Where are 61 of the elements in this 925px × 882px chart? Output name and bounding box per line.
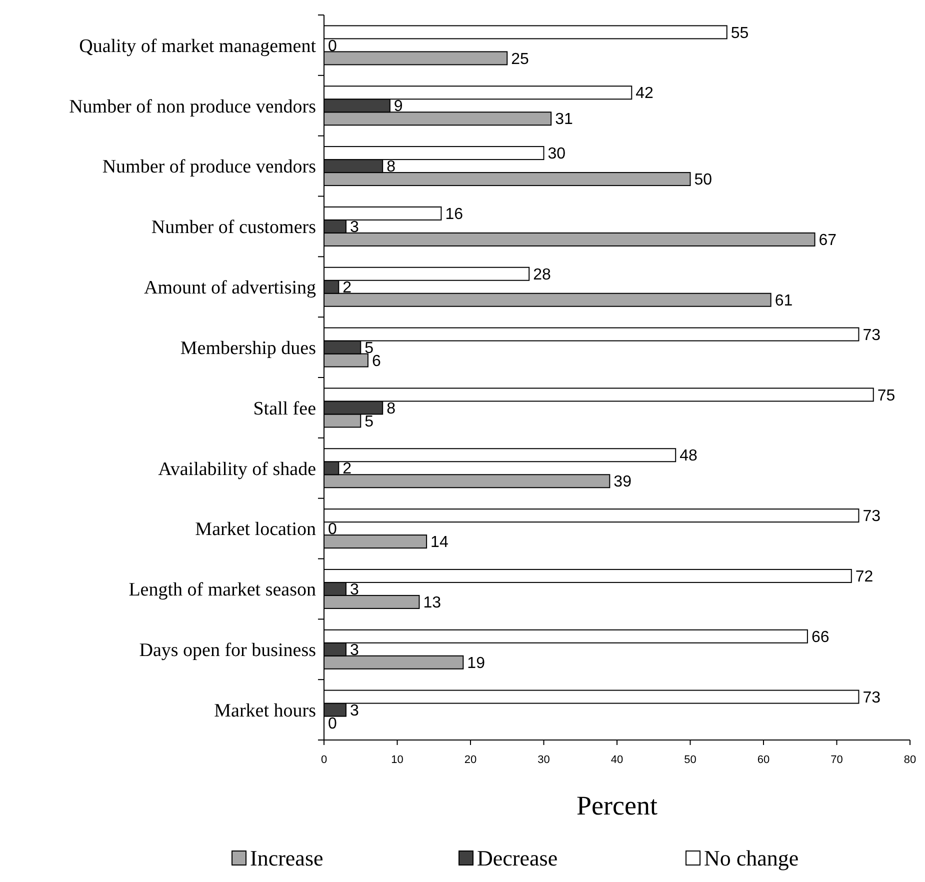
x-tick-label: 0 [320,754,328,766]
x-tick-label: 80 [904,754,916,766]
data-label: 75 [877,387,896,404]
y-tick-label: Stall fee [253,398,316,420]
data-label: 3 [350,642,359,659]
x-tick-label: 40 [610,754,624,766]
x-axis-title: Percent [576,790,658,820]
data-label: 16 [445,206,464,224]
legend-label: Decrease [477,846,558,871]
y-tick-label: Number of produce vendors [102,156,316,178]
y-tick-label: Quality of market management [79,36,317,57]
data-label: 19 [467,654,486,672]
data-label: 8 [386,400,396,418]
data-label: 0 [328,521,337,538]
data-label: 48 [680,448,698,465]
x-tick-label: 30 [538,754,550,766]
data-label: 30 [548,146,566,163]
data-label: 39 [614,474,632,491]
data-label: 50 [694,172,712,189]
legend-label: No change [704,846,799,871]
y-tick-label: Days open for business [139,640,316,662]
data-label: 9 [394,98,403,116]
data-label: 3 [350,219,359,236]
data-label: 25 [511,50,530,68]
x-tick-label: 60 [757,754,770,766]
data-label: 14 [430,534,448,552]
data-label: 8 [386,158,396,176]
data-label: 55 [730,24,749,42]
data-label: 2 [342,460,352,478]
y-tick-label: Amount of advertising [144,278,316,299]
x-tick-label: 10 [391,754,404,766]
y-tick-label: Availability of shade [158,458,316,480]
data-label: 0 [328,38,337,55]
data-label: 73 [862,326,881,344]
data-label: 66 [811,628,830,646]
x-tick-label: 20 [464,754,477,766]
y-tick-label: Membership dues [180,338,316,359]
data-label: 5 [364,413,374,430]
y-tick-label: Length of market season [128,580,316,601]
data-label: 61 [774,292,793,310]
data-label: 3 [350,702,359,720]
data-label: 13 [423,594,442,612]
y-tick-label: Market hours [214,700,316,722]
data-label: 73 [862,689,881,706]
data-label: 0 [328,715,337,732]
data-label: 5 [364,340,374,357]
y-tick-label: Number of customers [151,217,316,238]
x-tick-label: 70 [830,754,843,766]
data-label: 2 [342,279,352,296]
y-tick-label: Market location [195,519,316,540]
data-label: 28 [533,266,551,284]
legend-label: Increase [250,846,324,871]
data-label: 42 [636,85,654,102]
data-label: 6 [372,352,381,370]
y-tick-label: Number of non produce vendors [69,96,316,118]
x-tick-label: 50 [684,754,696,766]
data-label: 31 [555,111,573,128]
data-label: 72 [855,568,874,586]
data-label: 73 [862,508,881,526]
data-label: 67 [818,232,837,250]
data-label: 3 [350,582,359,599]
